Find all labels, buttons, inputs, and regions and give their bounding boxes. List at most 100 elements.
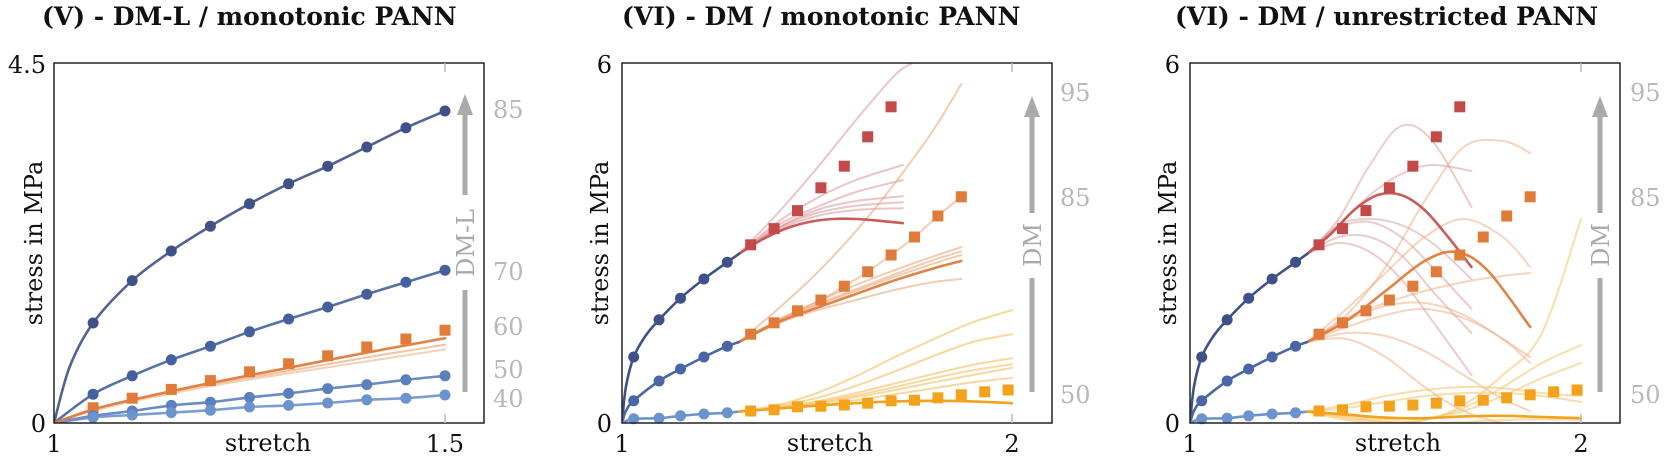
panel-2-scale-tick: 95 <box>1060 79 1091 107</box>
data-point-circle <box>283 178 295 190</box>
data-point-square <box>1360 401 1372 413</box>
data-point-square <box>955 191 967 203</box>
panel-1-scale-label: DM-L <box>452 209 480 277</box>
panel-3-fit-curves <box>1190 123 1583 423</box>
fit-curve <box>738 83 963 343</box>
data-point-circle <box>244 198 255 210</box>
data-point-circle <box>721 340 733 352</box>
data-point-square <box>745 405 757 417</box>
fit-curve <box>1190 252 1309 423</box>
data-point-circle <box>283 387 295 399</box>
data-point-square <box>1454 249 1466 261</box>
fit-curve <box>738 207 904 255</box>
panel-1-arrowhead-icon <box>457 94 473 115</box>
data-point-circle <box>1243 292 1255 304</box>
data-point-circle <box>87 317 99 329</box>
data-point-circle <box>361 288 373 300</box>
fit-curve <box>1306 362 1582 421</box>
data-point-circle <box>653 375 665 387</box>
data-point-square <box>885 395 897 407</box>
fit-curve <box>622 252 741 423</box>
data-point-circle <box>439 264 451 276</box>
data-point-circle <box>126 409 138 421</box>
panel-1-xmax-label: 1.5 <box>426 430 464 458</box>
data-point-circle <box>204 396 216 408</box>
data-point-circle <box>87 411 99 423</box>
data-point-circle <box>283 399 295 411</box>
data-point-square <box>1454 395 1466 407</box>
data-point-square <box>932 210 944 222</box>
fit-curve <box>1306 123 1473 255</box>
panel-3-arrowhead-icon <box>1592 96 1608 117</box>
panel-1-scale-tick: 40 <box>493 385 524 413</box>
data-point-square <box>768 404 780 416</box>
data-point-square <box>244 366 255 378</box>
fit-curve <box>738 63 914 255</box>
data-point-circle <box>322 301 334 313</box>
panel-3-xmin-label: 1 <box>1182 430 1197 458</box>
data-point-square <box>322 350 334 362</box>
data-point-circle <box>204 220 216 232</box>
data-point-circle <box>126 275 138 287</box>
data-point-circle <box>439 370 451 382</box>
data-point-square <box>909 231 920 243</box>
panel-2-title: (VI) - DM / monotonic PANN <box>622 2 1021 31</box>
data-point-square <box>165 383 177 395</box>
data-point-square <box>792 401 803 413</box>
data-point-circle <box>1266 351 1278 363</box>
data-point-circle <box>721 256 733 268</box>
data-point-square <box>1524 389 1536 401</box>
data-point-circle <box>1221 375 1233 387</box>
data-point-square <box>361 341 373 353</box>
data-point-circle <box>400 276 412 288</box>
panel-2-ymin-label: 0 <box>597 410 612 438</box>
fit-curve <box>1306 337 1532 423</box>
data-point-square <box>838 399 850 411</box>
data-point-circle <box>653 314 665 326</box>
data-point-square <box>204 375 216 387</box>
data-point-square <box>1336 317 1348 329</box>
data-point-circle <box>1243 410 1255 422</box>
data-point-square <box>768 317 780 329</box>
data-point-circle <box>1196 413 1208 425</box>
panel-1-title: (V) - DM-L / monotonic PANN <box>42 2 457 31</box>
data-point-square <box>1360 305 1372 317</box>
data-point-circle <box>400 374 412 386</box>
data-point-square <box>1407 280 1419 292</box>
fit-curve <box>1306 218 1582 423</box>
data-point-square <box>1313 239 1325 251</box>
data-point-square <box>815 294 827 306</box>
fit-curve <box>1306 217 1532 343</box>
panel-2: 6 0 1 2 stretch stress in MPa DM 95 85 5… <box>586 51 1091 458</box>
panel-2-data-markers <box>628 101 1014 425</box>
data-point-circle <box>322 160 334 172</box>
panel-1-xlabel: stretch <box>225 429 311 457</box>
fit-curve <box>749 195 963 336</box>
fit-curve <box>738 201 904 255</box>
data-point-circle <box>400 392 412 404</box>
data-point-square <box>768 223 780 235</box>
panel-2-frame <box>621 62 1053 424</box>
data-point-square <box>838 160 850 172</box>
data-point-circle <box>361 379 373 391</box>
data-point-circle <box>675 410 686 422</box>
panel-1-frame <box>53 62 485 424</box>
data-point-circle <box>322 397 334 409</box>
panel-3-frame <box>1189 62 1621 424</box>
data-point-square <box>1313 405 1325 417</box>
data-point-square <box>1477 394 1489 406</box>
fit-curve <box>737 217 905 256</box>
data-point-circle <box>698 351 710 363</box>
fit-curve <box>738 309 1013 413</box>
panel-1-scale-tick: 70 <box>493 258 524 286</box>
data-point-circle <box>244 391 255 403</box>
data-point-square <box>862 131 874 143</box>
data-point-square <box>1407 160 1419 172</box>
panel-2-xlabel: stretch <box>787 429 873 457</box>
data-point-circle <box>361 394 373 406</box>
data-point-square <box>1336 404 1348 416</box>
data-point-square <box>815 182 827 194</box>
data-point-square <box>1430 266 1442 278</box>
data-point-circle <box>1290 340 1302 352</box>
